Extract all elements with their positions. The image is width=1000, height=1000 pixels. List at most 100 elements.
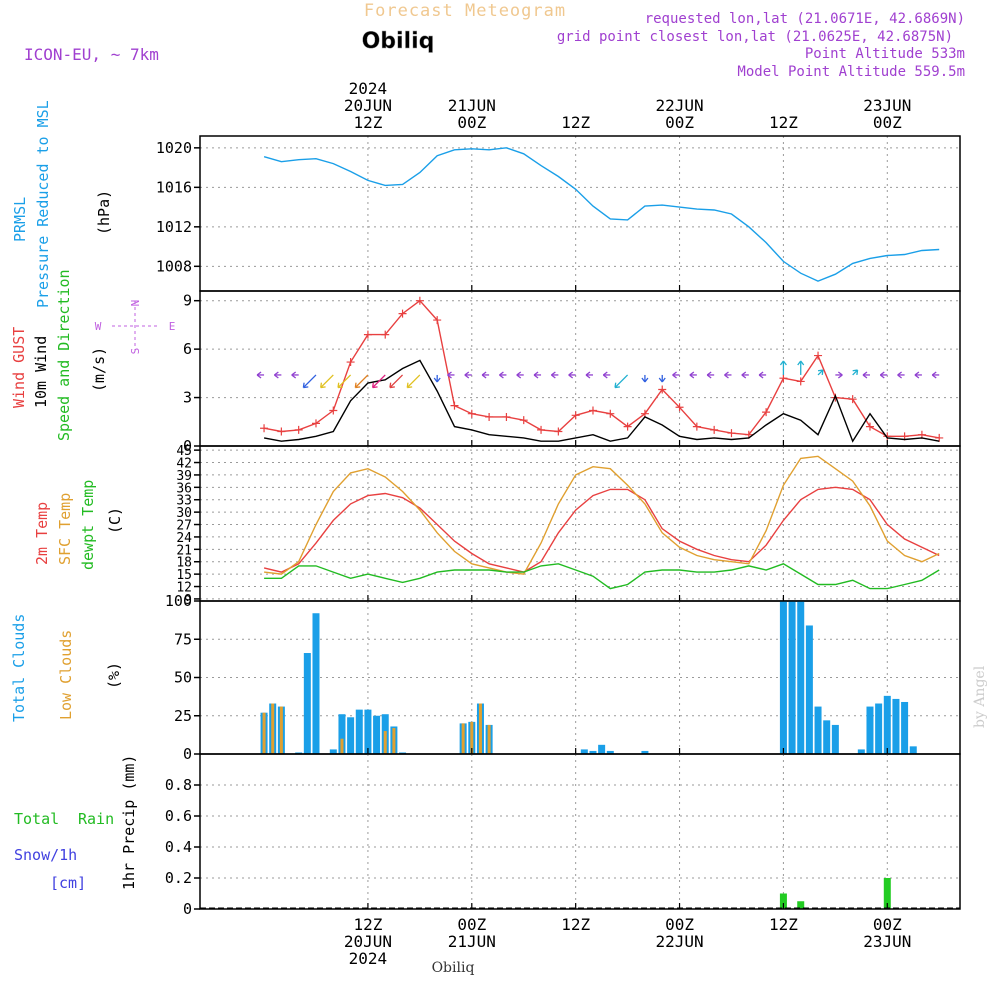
time-label-bottom: 00Z bbox=[457, 915, 486, 934]
total-cloud-bar bbox=[892, 698, 900, 754]
time-label-bottom: 12Z bbox=[769, 915, 798, 934]
y-tick-label: 1008 bbox=[156, 257, 192, 275]
wind-arrowhead bbox=[658, 377, 666, 383]
gust-point bbox=[762, 408, 771, 417]
wind-arrowhead bbox=[256, 371, 262, 379]
temp-label-unit: (C) bbox=[106, 507, 124, 534]
y-tick-label: 30 bbox=[176, 506, 192, 521]
wind-arrowhead bbox=[758, 371, 764, 379]
total-cloud-bar bbox=[883, 695, 891, 754]
footer-station: Obiliq bbox=[432, 960, 475, 976]
gust-point bbox=[329, 406, 338, 415]
gust-point bbox=[502, 412, 511, 421]
y-tick-label: 12 bbox=[176, 581, 192, 596]
wind-arrowhead bbox=[602, 371, 608, 379]
wind-arrow bbox=[817, 369, 824, 376]
watermark: by Angel bbox=[972, 665, 988, 728]
total-cloud-bar bbox=[338, 714, 346, 754]
model-label: ICON-EU, ~ 7km bbox=[24, 45, 159, 64]
cloud-label-total: Total Clouds bbox=[10, 614, 28, 722]
wind-arrowhead bbox=[406, 382, 413, 389]
gust-point bbox=[415, 296, 424, 305]
wind-arrow bbox=[389, 374, 404, 389]
wind-arrowhead bbox=[741, 371, 747, 379]
precip-label-cm: [cm] bbox=[50, 874, 86, 892]
y-tick-label: 39 bbox=[176, 469, 192, 484]
wind-arrowhead bbox=[302, 382, 309, 389]
gust-point bbox=[311, 419, 320, 428]
gust-point bbox=[883, 432, 892, 441]
y-tick-label: 0.4 bbox=[165, 838, 192, 856]
time-label-bottom: 12Z bbox=[561, 915, 590, 934]
panel-frame bbox=[199, 445, 961, 602]
precip-label-unit: 1hr Precip (mm) bbox=[120, 755, 138, 890]
rain-bar bbox=[797, 901, 805, 909]
total-cloud-bar bbox=[347, 717, 355, 754]
wind-arrowhead bbox=[568, 371, 574, 379]
y-tick-label: 75 bbox=[174, 630, 192, 648]
total-cloud-bar bbox=[814, 706, 822, 754]
time-label-top: 12Z bbox=[769, 113, 798, 132]
precip-labels: Total Rain Snow/1h [cm] 1hr Precip (mm) bbox=[14, 755, 138, 892]
y-tick-label: 9 bbox=[183, 292, 192, 310]
total-cloud-bar bbox=[329, 749, 337, 754]
y-tick-label: 6 bbox=[183, 340, 192, 358]
time-label-bottom: 23JUN bbox=[863, 932, 911, 951]
time-label-bottom: 20JUN bbox=[344, 932, 392, 951]
wind-arrowhead bbox=[689, 371, 695, 379]
total-cloud-bar bbox=[797, 601, 805, 754]
time-label-top: 22JUN bbox=[655, 96, 703, 115]
wind-arrowhead bbox=[614, 382, 620, 389]
gust-point bbox=[450, 401, 459, 410]
gust-point bbox=[865, 422, 874, 431]
gust-point bbox=[519, 416, 528, 425]
wind-arrowhead bbox=[897, 371, 902, 379]
series-dewpt-temp bbox=[264, 563, 940, 590]
y-tick-label: 0.2 bbox=[165, 869, 192, 887]
gust-point bbox=[727, 429, 736, 438]
precip-label-snow: Snow/1h bbox=[14, 846, 77, 864]
wind-arrow bbox=[614, 374, 629, 389]
station-title: Obiliq bbox=[362, 29, 435, 54]
y-tick-label: 15 bbox=[176, 568, 192, 583]
time-label-bottom: 00Z bbox=[665, 915, 694, 934]
low-cloud-bar bbox=[470, 721, 474, 754]
wind-arrowhead bbox=[797, 360, 805, 366]
wind-arrowhead bbox=[672, 371, 677, 379]
gust-point bbox=[623, 422, 632, 431]
gust-point bbox=[848, 395, 857, 404]
cloud-label-low: Low Clouds bbox=[57, 630, 75, 720]
rain-bar bbox=[779, 893, 787, 909]
low-cloud-bar bbox=[461, 723, 465, 754]
series-wind-gust bbox=[263, 299, 940, 439]
chart-title: Forecast Meteogram bbox=[364, 1, 566, 21]
total-cloud-bar bbox=[901, 701, 909, 754]
wind-arrow bbox=[302, 374, 317, 389]
time-label-top: 23JUN bbox=[863, 96, 911, 115]
panel-1: 1008 1012 1016 1020 bbox=[156, 135, 961, 292]
total-cloud-bar bbox=[295, 752, 303, 754]
gust-point bbox=[381, 330, 390, 339]
wind-arrowhead bbox=[354, 382, 361, 389]
gust-point bbox=[814, 351, 823, 360]
low-cloud-bar bbox=[478, 703, 482, 754]
cloud-label-unit: (%) bbox=[105, 662, 123, 689]
gust-point bbox=[398, 309, 407, 318]
total-cloud-bar bbox=[857, 749, 865, 754]
panel-5: 0 0.2 0.4 0.6 0.8 bbox=[165, 753, 961, 918]
gust-point bbox=[588, 406, 597, 415]
wind-arrow bbox=[852, 369, 859, 376]
wind-label-unit: (m/s) bbox=[90, 347, 108, 392]
series-2m-temp bbox=[263, 486, 940, 573]
wind-label-gust: Wind GUST bbox=[10, 327, 28, 408]
y-tick-label: 100 bbox=[165, 592, 192, 610]
total-cloud-bar bbox=[312, 613, 320, 754]
wind-arrowhead bbox=[862, 371, 868, 379]
time-label-bottom: 12Z bbox=[353, 915, 382, 934]
time-label-top: 12Z bbox=[353, 113, 382, 132]
low-cloud-bar bbox=[279, 706, 283, 754]
wind-arrowhead bbox=[724, 371, 729, 379]
temp-labels: 2m Temp SFC Temp dewpt Temp (C) bbox=[33, 480, 124, 570]
